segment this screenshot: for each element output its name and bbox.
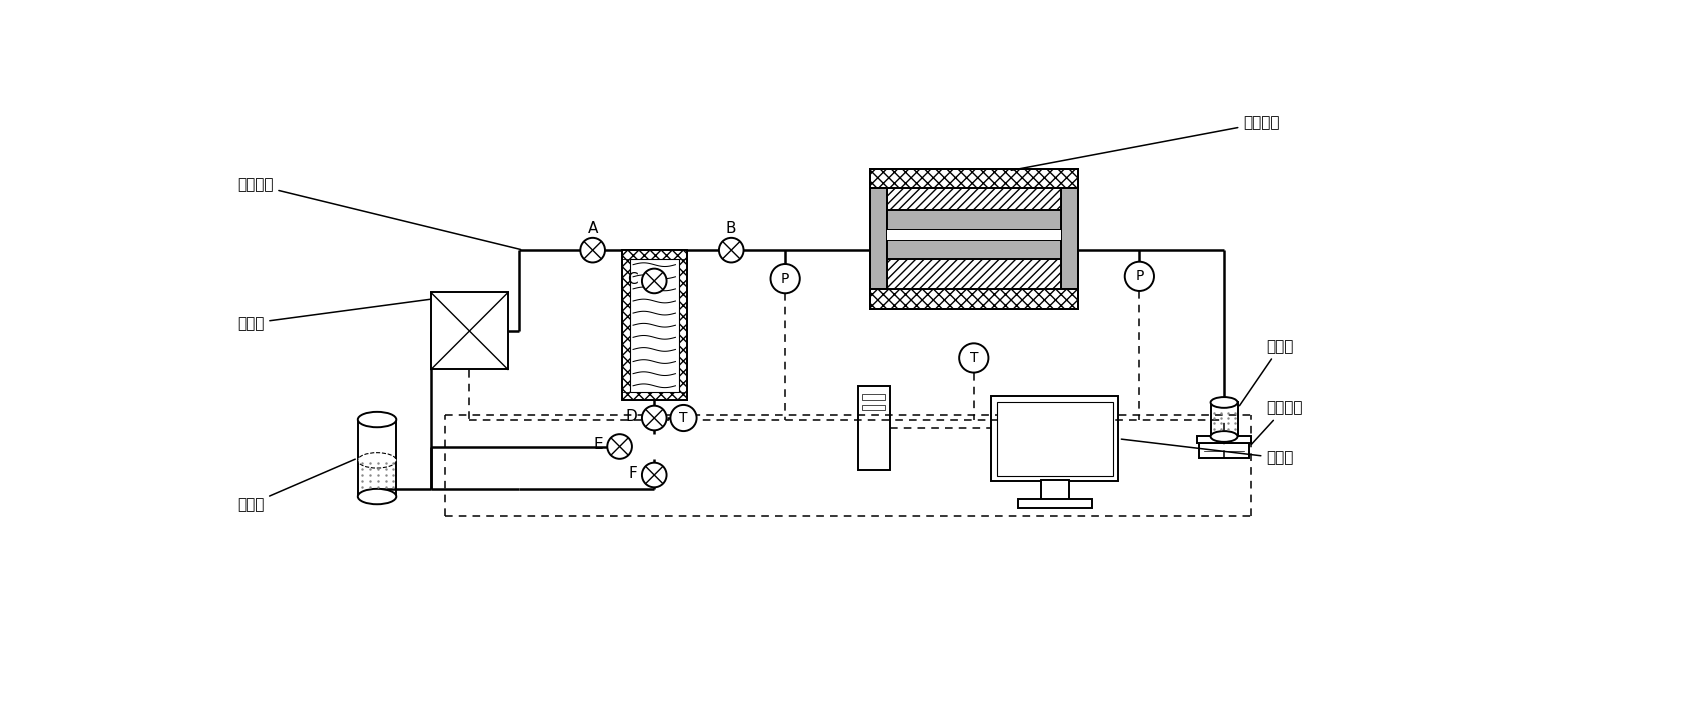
Text: P: P (780, 271, 789, 286)
Text: F: F (628, 466, 637, 481)
Bar (861, 405, 885, 410)
Bar (997, 402, 1113, 476)
Circle shape (720, 238, 743, 262)
Circle shape (642, 269, 667, 293)
Text: E: E (593, 438, 603, 453)
Bar (1018, 499, 1091, 508)
Bar (431, 293, 508, 369)
Text: B: B (726, 221, 736, 236)
Circle shape (671, 405, 696, 431)
Circle shape (642, 462, 667, 487)
Ellipse shape (358, 412, 397, 427)
Bar (679, 259, 687, 392)
Bar (870, 168, 1078, 188)
Ellipse shape (1211, 431, 1238, 442)
Bar (622, 250, 687, 400)
Bar (887, 188, 1061, 211)
Circle shape (581, 238, 605, 262)
Text: P: P (1135, 269, 1143, 283)
Bar (622, 259, 630, 392)
Bar (1040, 479, 1069, 501)
Text: T: T (969, 351, 978, 365)
Text: 中间容器: 中间容器 (236, 177, 520, 250)
Text: 计算机: 计算机 (1121, 439, 1294, 465)
Circle shape (1125, 262, 1154, 291)
Circle shape (642, 405, 667, 430)
Bar (630, 259, 679, 392)
Bar (1061, 188, 1078, 290)
Bar (870, 290, 1078, 309)
Circle shape (770, 264, 801, 293)
Circle shape (959, 343, 988, 372)
Bar (870, 290, 1078, 309)
Ellipse shape (358, 453, 397, 468)
Bar (887, 240, 1061, 259)
Bar (887, 211, 1061, 230)
Ellipse shape (1211, 397, 1238, 408)
Text: A: A (588, 221, 598, 236)
Text: 电子天平: 电子天平 (1252, 400, 1302, 444)
Bar (1199, 443, 1250, 458)
Text: 储液罐: 储液罐 (1240, 339, 1294, 405)
Ellipse shape (358, 489, 397, 504)
Bar (870, 188, 887, 290)
Bar (858, 386, 890, 470)
Bar (870, 168, 1078, 188)
Text: 储水罐: 储水罐 (236, 459, 355, 512)
Bar (1198, 436, 1252, 443)
Bar (991, 396, 1118, 481)
Text: 裂缝模型: 裂缝模型 (1012, 116, 1280, 171)
Bar (887, 259, 1061, 290)
Text: T: T (679, 411, 687, 425)
Bar (861, 394, 885, 400)
Text: 恒流泵: 恒流泵 (236, 299, 432, 331)
Bar (870, 168, 1078, 309)
Bar (622, 392, 687, 400)
Bar (622, 250, 687, 259)
Bar (887, 230, 1061, 240)
Circle shape (608, 434, 632, 459)
Text: C: C (627, 272, 637, 287)
Text: D: D (625, 409, 637, 424)
